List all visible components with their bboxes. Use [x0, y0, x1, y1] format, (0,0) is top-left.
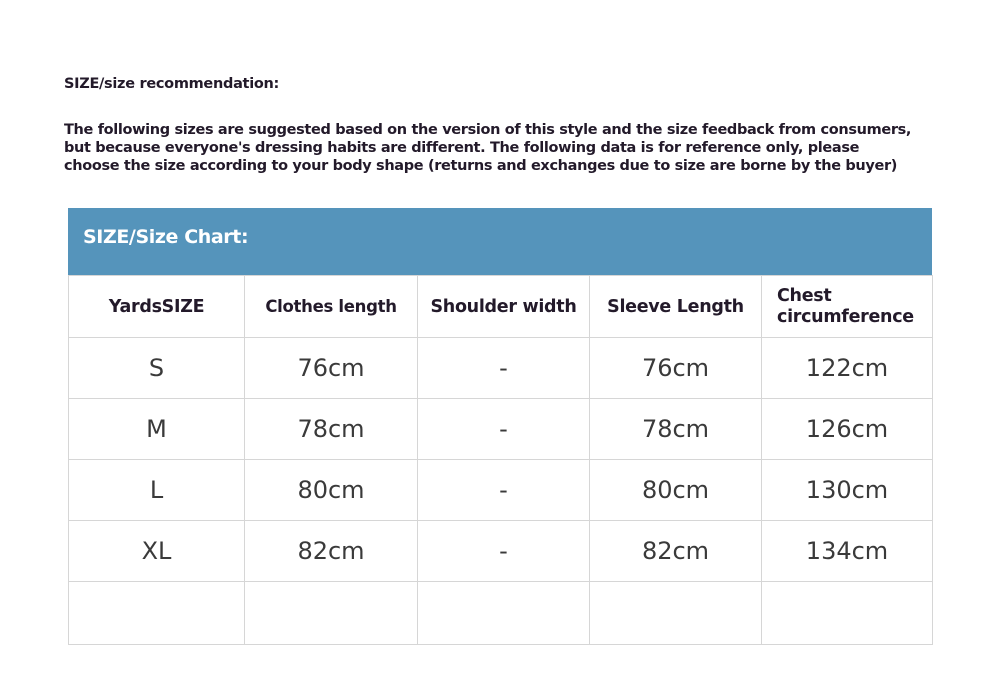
intro-line: The following sizes are suggested based …: [64, 122, 912, 138]
table-row: S 76cm -76cm 122cm: [68, 337, 933, 399]
column-header: YardsSIZE: [68, 275, 245, 338]
table-row: M 78cm -78cm 126cm: [68, 398, 933, 460]
table-cell: 126cm: [761, 398, 933, 460]
table-cell: [68, 581, 245, 645]
table-cell: 130cm: [761, 459, 933, 521]
table-cell: 82cm: [244, 520, 418, 582]
intro-text: The following sizes are suggested based …: [64, 121, 964, 175]
column-header: Clothes length: [244, 275, 418, 338]
column-header: Chest circumference: [761, 275, 933, 338]
table-cell: 82cm: [589, 520, 762, 582]
table-cell: [244, 581, 418, 645]
table-header-row: YardsSIZE Clothes length Shoulder width …: [68, 275, 933, 338]
table-cell: -: [417, 398, 590, 460]
table-cell: 134cm: [761, 520, 933, 582]
table-cell: [761, 581, 933, 645]
table-cell: -: [417, 337, 590, 399]
table-cell: XL: [68, 520, 245, 582]
column-header: Sleeve Length: [589, 275, 762, 338]
column-header: Shoulder width: [417, 275, 590, 338]
table-cell: M: [68, 398, 245, 460]
size-chart-header-band: SIZE/Size Chart:: [68, 208, 932, 275]
table-cell: 78cm: [589, 398, 762, 460]
table-cell: 122cm: [761, 337, 933, 399]
table-cell: L: [68, 459, 245, 521]
page-heading: SIZE/size recommendation:: [64, 76, 280, 92]
table-cell: 80cm: [244, 459, 418, 521]
intro-line: choose the size according to your body s…: [64, 158, 898, 174]
table-cell: 76cm: [589, 337, 762, 399]
table-cell: -: [417, 520, 590, 582]
intro-line: but because everyone's dressing habits a…: [64, 140, 860, 156]
size-table: YardsSIZE Clothes length Shoulder width …: [68, 275, 933, 645]
table-cell: [589, 581, 762, 645]
table-row: [68, 581, 933, 645]
table-cell: -: [417, 459, 590, 521]
table-row: XL 82cm -82cm 134cm: [68, 520, 933, 582]
table-cell: 80cm: [589, 459, 762, 521]
table-row: L 80cm -80cm 130cm: [68, 459, 933, 521]
table-cell: 78cm: [244, 398, 418, 460]
table-cell: S: [68, 337, 245, 399]
table-cell: 76cm: [244, 337, 418, 399]
table-cell: [417, 581, 590, 645]
size-chart-title: SIZE/Size Chart:: [83, 226, 249, 248]
